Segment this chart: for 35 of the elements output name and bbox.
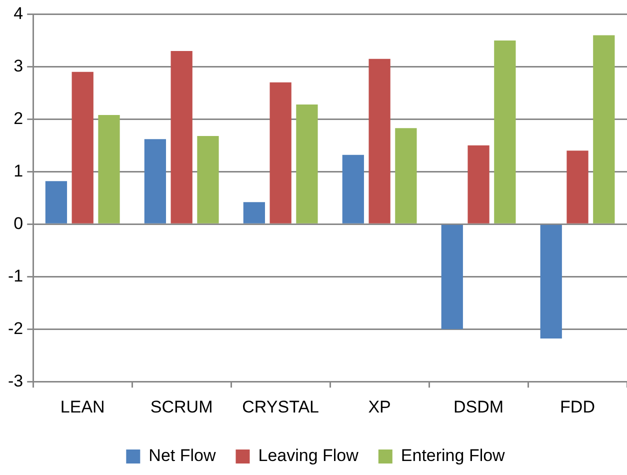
bar — [540, 224, 562, 339]
bar — [342, 154, 364, 224]
y-tick-label: 4 — [14, 4, 24, 23]
y-tick-label: -1 — [8, 266, 24, 286]
bar — [395, 128, 417, 224]
y-tick-label: 3 — [14, 56, 24, 76]
y-tick-label: 2 — [14, 108, 24, 128]
bar — [243, 202, 265, 224]
legend-label: Net Flow — [148, 446, 216, 466]
bar — [593, 35, 615, 224]
bar — [144, 139, 166, 224]
bar — [468, 145, 490, 224]
bar — [170, 50, 192, 224]
y-tick-label: -2 — [8, 318, 24, 338]
y-tick-label: -3 — [8, 371, 24, 390]
legend-label: Entering Flow — [400, 446, 506, 466]
bar — [197, 136, 219, 224]
bar — [45, 181, 68, 224]
bar — [72, 72, 94, 224]
bar — [566, 150, 588, 224]
x-tick-label: DSDM — [454, 397, 504, 416]
bar — [368, 58, 390, 224]
x-tick-label: CRYSTAL — [242, 397, 319, 416]
bar — [441, 224, 463, 330]
y-tick-label: 0 — [14, 214, 24, 233]
x-tick-label: XP — [368, 397, 391, 416]
bar — [494, 40, 516, 224]
x-tick-label: FDD — [560, 397, 595, 416]
y-tick-label: 1 — [14, 161, 24, 180]
bar — [98, 114, 120, 224]
legend-label: Leaving Flow — [258, 446, 360, 466]
bar — [296, 104, 318, 224]
x-tick-label: LEAN — [60, 397, 105, 416]
x-tick-label: SCRUM — [150, 397, 213, 416]
bar — [270, 82, 292, 224]
